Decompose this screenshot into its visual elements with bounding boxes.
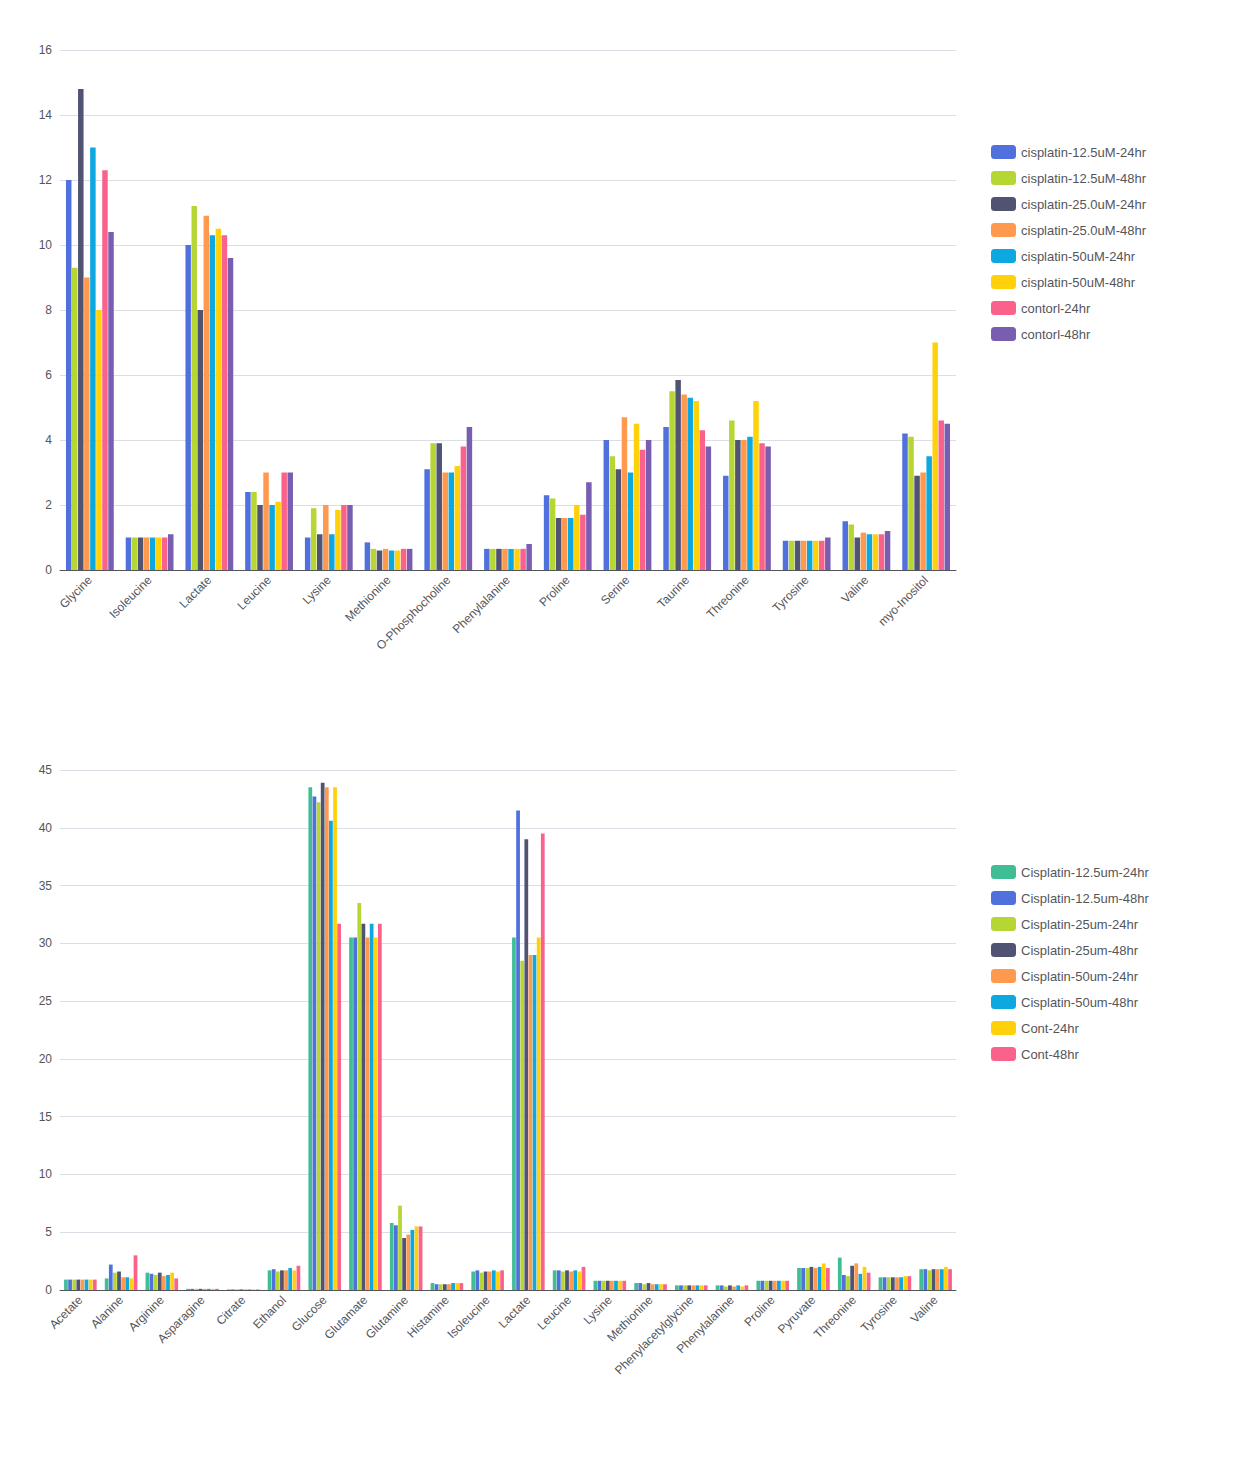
svg-text:Cisplatin-50um-48hr: Cisplatin-50um-48hr: [1021, 995, 1139, 1010]
svg-text:cisplatin-12.5uM-24hr: cisplatin-12.5uM-24hr: [1021, 145, 1147, 160]
svg-text:Methionine: Methionine: [342, 573, 394, 625]
svg-text:40: 40: [39, 821, 53, 835]
svg-text:Valine: Valine: [908, 1293, 941, 1326]
svg-text:Isoleucine: Isoleucine: [445, 1293, 493, 1341]
svg-text:Glycine: Glycine: [57, 573, 95, 611]
svg-text:10: 10: [39, 238, 53, 252]
svg-text:cisplatin-25.0uM-24hr: cisplatin-25.0uM-24hr: [1021, 197, 1147, 212]
svg-text:Cisplatin-25um-48hr: Cisplatin-25um-48hr: [1021, 943, 1139, 958]
svg-text:Tyrosine: Tyrosine: [770, 573, 812, 615]
svg-text:Cont-48hr: Cont-48hr: [1021, 1047, 1079, 1062]
svg-text:Pyruvate: Pyruvate: [775, 1293, 819, 1337]
svg-text:Leucine: Leucine: [234, 573, 274, 613]
svg-text:Leucine: Leucine: [534, 1293, 574, 1333]
svg-text:Proline: Proline: [536, 573, 573, 610]
svg-text:Glutamine: Glutamine: [363, 1293, 412, 1342]
svg-text:Cisplatin-12.5um-48hr: Cisplatin-12.5um-48hr: [1021, 891, 1150, 906]
svg-text:Glucose: Glucose: [289, 1293, 330, 1334]
svg-text:cisplatin-50uM-48hr: cisplatin-50uM-48hr: [1021, 275, 1136, 290]
svg-text:Isoleucine: Isoleucine: [106, 573, 154, 621]
svg-text:Taurine: Taurine: [654, 573, 692, 611]
svg-text:Acetate: Acetate: [47, 1293, 86, 1332]
svg-text:Cisplatin-25um-24hr: Cisplatin-25um-24hr: [1021, 917, 1139, 932]
svg-text:5: 5: [45, 1225, 52, 1239]
svg-text:16: 16: [39, 43, 53, 57]
svg-text:0: 0: [45, 1283, 52, 1297]
svg-text:Methionine: Methionine: [604, 1293, 656, 1345]
svg-text:Threonine: Threonine: [704, 573, 752, 621]
svg-text:45: 45: [39, 763, 53, 777]
svg-text:Citrate: Citrate: [213, 1293, 248, 1328]
svg-text:cisplatin-50uM-24hr: cisplatin-50uM-24hr: [1021, 249, 1136, 264]
svg-text:Cisplatin-50um-24hr: Cisplatin-50um-24hr: [1021, 969, 1139, 984]
svg-text:Arginine: Arginine: [126, 1293, 167, 1334]
svg-text:Alanine: Alanine: [88, 1293, 126, 1331]
svg-text:Histamine: Histamine: [404, 1293, 452, 1341]
svg-text:Ethanol: Ethanol: [250, 1293, 289, 1332]
svg-text:Glutamate: Glutamate: [321, 1293, 370, 1342]
svg-text:Serine: Serine: [598, 573, 633, 608]
svg-text:8: 8: [45, 303, 52, 317]
svg-text:contorl-24hr: contorl-24hr: [1021, 301, 1091, 316]
svg-text:35: 35: [39, 879, 53, 893]
svg-text:30: 30: [39, 936, 53, 950]
svg-text:2: 2: [45, 498, 52, 512]
svg-text:25: 25: [39, 994, 53, 1008]
svg-text:Tyrosine: Tyrosine: [858, 1293, 900, 1335]
svg-text:Valine: Valine: [839, 573, 872, 606]
svg-text:Cont-24hr: Cont-24hr: [1021, 1021, 1079, 1036]
svg-text:Asparagine: Asparagine: [155, 1293, 208, 1346]
svg-text:Lactate: Lactate: [177, 573, 215, 611]
svg-text:Lysine: Lysine: [300, 573, 334, 607]
svg-text:Phenylalanine: Phenylalanine: [674, 1293, 737, 1356]
svg-text:6: 6: [45, 368, 52, 382]
svg-text:contorl-48hr: contorl-48hr: [1021, 327, 1091, 342]
svg-text:14: 14: [39, 108, 53, 122]
svg-text:myo-Inositol: myo-Inositol: [875, 573, 931, 629]
svg-text:cisplatin-12.5uM-48hr: cisplatin-12.5uM-48hr: [1021, 171, 1147, 186]
svg-text:Phenylacetylglycine: Phenylacetylglycine: [611, 1293, 697, 1378]
svg-text:4: 4: [45, 433, 52, 447]
svg-text:O-Phosphocholine: O-Phosphocholine: [374, 573, 454, 653]
svg-text:Proline: Proline: [741, 1293, 778, 1330]
svg-text:10: 10: [39, 1167, 53, 1181]
svg-text:Phenylalanine: Phenylalanine: [450, 573, 513, 636]
svg-text:Threonine: Threonine: [811, 1293, 859, 1341]
svg-text:12: 12: [39, 173, 53, 187]
svg-text:20: 20: [39, 1052, 53, 1066]
svg-text:15: 15: [39, 1110, 53, 1124]
svg-text:Cisplatin-12.5um-24hr: Cisplatin-12.5um-24hr: [1021, 865, 1150, 880]
svg-text:cisplatin-25.0uM-48hr: cisplatin-25.0uM-48hr: [1021, 223, 1147, 238]
svg-text:Lysine: Lysine: [581, 1293, 615, 1327]
svg-text:Lactate: Lactate: [496, 1293, 534, 1331]
svg-text:0: 0: [45, 563, 52, 577]
